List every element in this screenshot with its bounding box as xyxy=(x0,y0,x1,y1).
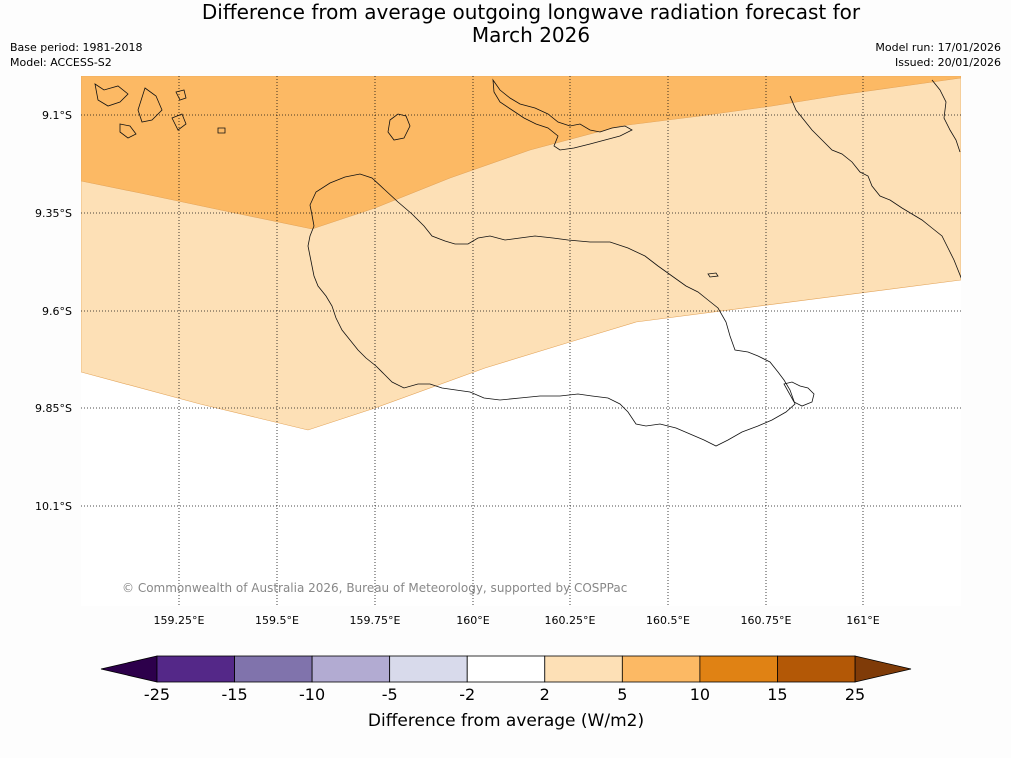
map-panel: © Commonwealth of Australia 2026, Bureau… xyxy=(81,76,961,606)
lon-label: 159.5°E xyxy=(255,614,299,627)
base-period: Base period: 1981-2018 xyxy=(10,41,143,54)
anomaly-region-5-to-10 xyxy=(81,76,961,230)
graticule xyxy=(81,76,961,606)
copyright-notice: © Commonwealth of Australia 2026, Bureau… xyxy=(122,581,627,595)
issued-date: Issued: 20/01/2026 xyxy=(894,56,1001,69)
colorbar-tick-label: 25 xyxy=(845,685,865,704)
title-line-1: Difference from average outgoing longwav… xyxy=(201,0,861,24)
lat-label: 9.85°S xyxy=(35,402,72,415)
lat-label: 9.1°S xyxy=(42,109,72,122)
lon-label: 161°E xyxy=(846,614,879,627)
colorbar-tick-label: 15 xyxy=(767,685,787,704)
colorbar-tick-label: -25 xyxy=(144,685,170,704)
colorbar-segment xyxy=(621,655,701,683)
lon-label: 160°E xyxy=(456,614,489,627)
colorbar-segment xyxy=(777,655,856,683)
title-line-2: March 2026 xyxy=(471,23,591,47)
meta-left: Base period: 1981-2018 Model: ACCESS-S2 xyxy=(10,40,142,70)
coastline-malaita-north xyxy=(931,79,961,153)
latitude-labels: 9.1°S 9.35°S 9.6°S 9.85°S 10.1°S xyxy=(35,109,72,513)
colorbar-segment xyxy=(544,655,623,683)
model-run: Model run: 17/01/2026 xyxy=(875,41,1001,54)
lon-label: 159.25°E xyxy=(154,614,205,627)
colorbar-segment xyxy=(234,655,313,683)
coastline-small-islands-west xyxy=(119,87,226,139)
colorbar: -25 -15 -10 -5 -2 2 5 10 15 25 xyxy=(100,655,912,704)
lat-label: 9.35°S xyxy=(35,207,72,220)
map-title: Difference from average outgoing longwav… xyxy=(0,1,1011,47)
coastline-russell-islands xyxy=(94,83,129,107)
colorbar-segment xyxy=(699,655,778,683)
coastline-islet xyxy=(707,272,719,278)
coastline-florida-islands xyxy=(492,78,633,151)
coastline-marau-islets xyxy=(783,381,815,407)
longitude-labels: 159.25°E 159.5°E 159.75°E 160°E 160.25°E… xyxy=(154,614,880,627)
colorbar-tick-label: 10 xyxy=(690,685,710,704)
lat-label: 10.1°S xyxy=(35,500,72,513)
colorbar-tick-label: 5 xyxy=(617,685,627,704)
lon-label: 160.5°E xyxy=(646,614,690,627)
colorbar-tick-label: -10 xyxy=(299,685,325,704)
lon-label: 160.25°E xyxy=(545,614,596,627)
coastlines xyxy=(94,78,961,447)
colorbar-tick-label: -5 xyxy=(382,685,398,704)
lat-label: 9.6°S xyxy=(42,305,72,318)
coastline-malaita xyxy=(789,95,961,279)
colorbar-tick-label: 2 xyxy=(540,685,550,704)
colorbar-segment xyxy=(156,655,235,683)
colorbar-segment xyxy=(466,655,546,683)
colorbar-label: Difference from average (W/m2) xyxy=(368,711,644,731)
colorbar-extend-over xyxy=(854,655,912,683)
model-name: Model: ACCESS-S2 xyxy=(10,56,112,69)
colorbar-tick-label: -15 xyxy=(221,685,247,704)
meta-right: Model run: 17/01/2026 Issued: 20/01/2026 xyxy=(875,40,1001,70)
lon-label: 159.75°E xyxy=(350,614,401,627)
colorbar-extend-under xyxy=(100,655,158,683)
colorbar-tick-label: -2 xyxy=(459,685,475,704)
lon-label: 160.75°E xyxy=(741,614,792,627)
coastline-savo xyxy=(387,113,411,141)
colorbar-segment xyxy=(311,655,391,683)
colorbar-segment xyxy=(389,655,468,683)
